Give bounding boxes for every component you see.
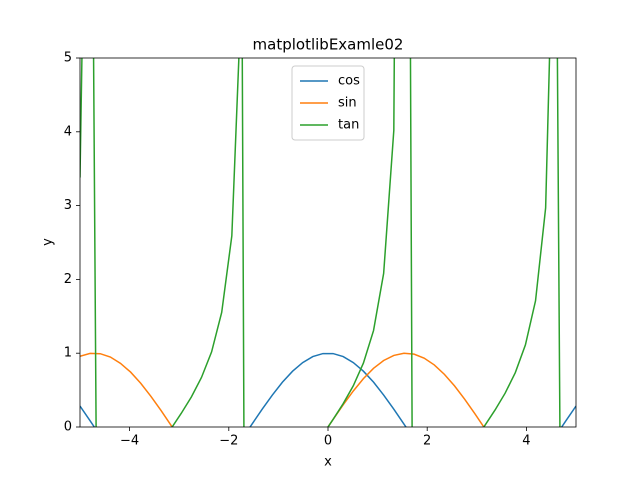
y-tick-label: 4 — [64, 124, 72, 139]
series-line — [80, 58, 561, 427]
x-tick-label: 0 — [324, 434, 332, 449]
y-tick-label: 2 — [64, 272, 72, 287]
y-tick-label: 0 — [64, 420, 72, 435]
y-tick-label: 3 — [64, 198, 72, 213]
legend-label: cos — [338, 74, 360, 89]
chart-title: matplotlibExamle02 — [253, 36, 404, 54]
x-tick-label: 2 — [423, 434, 431, 449]
plot-lines — [80, 58, 576, 427]
legend-label: sin — [338, 96, 357, 111]
x-tick-label: −4 — [120, 434, 139, 449]
x-tick-label: 4 — [522, 434, 530, 449]
series-line — [80, 352, 485, 427]
y-tick-label: 5 — [64, 51, 72, 66]
series-line — [80, 352, 576, 427]
x-tick-label: −2 — [219, 434, 238, 449]
legend-label: tan — [338, 118, 359, 133]
x-axis-label: x — [324, 455, 332, 470]
y-tick-label: 1 — [64, 346, 72, 361]
y-axis-label: y — [41, 238, 56, 246]
